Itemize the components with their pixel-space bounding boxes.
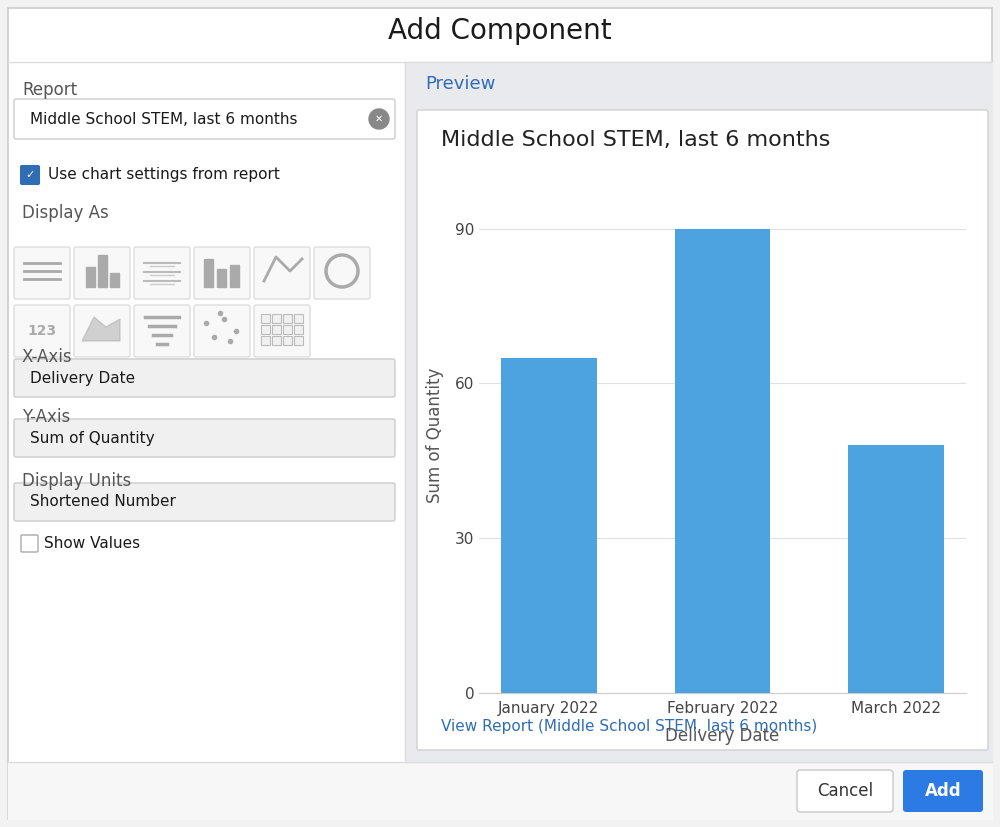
Text: 123: 123 — [27, 324, 57, 338]
FancyBboxPatch shape — [417, 110, 988, 750]
Bar — [261, 336, 270, 345]
Bar — [272, 325, 281, 334]
FancyBboxPatch shape — [74, 247, 130, 299]
FancyBboxPatch shape — [14, 419, 395, 457]
Bar — [294, 325, 303, 334]
Bar — [283, 325, 292, 334]
FancyBboxPatch shape — [21, 535, 38, 552]
FancyBboxPatch shape — [14, 359, 395, 397]
FancyBboxPatch shape — [8, 8, 992, 819]
Bar — [230, 265, 239, 287]
Polygon shape — [82, 317, 120, 341]
FancyBboxPatch shape — [314, 247, 370, 299]
Text: Add: Add — [925, 782, 961, 800]
Bar — [217, 269, 226, 287]
FancyBboxPatch shape — [134, 305, 190, 357]
Text: ✓: ✓ — [25, 170, 35, 180]
Bar — [675, 228, 770, 693]
Text: Use chart settings from report: Use chart settings from report — [48, 168, 280, 183]
Text: Cancel: Cancel — [817, 782, 873, 800]
Text: X-Axis: X-Axis — [22, 348, 73, 366]
Bar — [405, 62, 992, 762]
Text: Display Units: Display Units — [22, 472, 131, 490]
Bar — [110, 273, 119, 287]
Bar — [272, 336, 281, 345]
Bar — [261, 325, 270, 334]
Text: View Report (Middle School STEM, last 6 months): View Report (Middle School STEM, last 6 … — [441, 719, 817, 734]
Y-axis label: Sum of Quantity: Sum of Quantity — [426, 367, 444, 503]
FancyBboxPatch shape — [254, 247, 310, 299]
FancyBboxPatch shape — [74, 305, 130, 357]
FancyBboxPatch shape — [14, 99, 395, 139]
FancyBboxPatch shape — [903, 770, 983, 812]
Bar — [8, 762, 992, 819]
Text: Show Values: Show Values — [44, 536, 140, 551]
Bar — [98, 255, 107, 287]
FancyBboxPatch shape — [14, 247, 70, 299]
Bar — [283, 336, 292, 345]
FancyBboxPatch shape — [194, 305, 250, 357]
Bar — [204, 259, 213, 287]
FancyBboxPatch shape — [21, 166, 39, 184]
Text: Sum of Quantity: Sum of Quantity — [30, 431, 155, 446]
Circle shape — [333, 262, 351, 280]
X-axis label: Delivery Date: Delivery Date — [665, 728, 780, 745]
FancyBboxPatch shape — [797, 770, 893, 812]
Bar — [848, 445, 944, 693]
FancyBboxPatch shape — [134, 247, 190, 299]
FancyBboxPatch shape — [194, 247, 250, 299]
Bar — [501, 357, 597, 693]
Text: Add Component: Add Component — [388, 17, 612, 45]
FancyBboxPatch shape — [254, 305, 310, 357]
Text: Middle School STEM, last 6 months: Middle School STEM, last 6 months — [30, 112, 298, 127]
Text: ✕: ✕ — [375, 114, 383, 124]
Text: Report: Report — [22, 81, 77, 99]
Bar — [272, 314, 281, 323]
Bar — [283, 314, 292, 323]
Circle shape — [369, 109, 389, 129]
Text: Preview: Preview — [425, 75, 495, 93]
Bar — [86, 267, 95, 287]
Text: Y-Axis: Y-Axis — [22, 408, 70, 426]
FancyBboxPatch shape — [14, 305, 70, 357]
Text: Shortened Number: Shortened Number — [30, 495, 176, 509]
Bar — [294, 314, 303, 323]
Text: Middle School STEM, last 6 months: Middle School STEM, last 6 months — [441, 130, 830, 150]
Text: Delivery Date: Delivery Date — [30, 370, 135, 385]
Bar — [294, 336, 303, 345]
Text: Display As: Display As — [22, 204, 109, 222]
Bar — [261, 314, 270, 323]
FancyBboxPatch shape — [14, 483, 395, 521]
